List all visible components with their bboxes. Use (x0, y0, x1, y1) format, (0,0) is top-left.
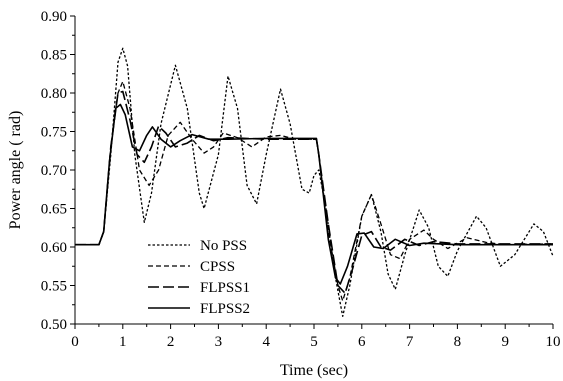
series-line-flpss2 (75, 103, 553, 285)
y-tick-label: 0.50 (41, 317, 67, 333)
plot-area: 0 1 2 3 4 5 6 7 8 9 10 0.50 0.55 0.60 0.65 0.70 0.75 0.80… (7, 9, 561, 379)
x-tick-label: 7 (406, 334, 414, 350)
y-tick-label: 0.75 (41, 125, 67, 141)
x-tick-label: 0 (71, 334, 79, 350)
x-axis-title: Time (sec) (280, 362, 348, 379)
y-tick-label: 0.80 (41, 86, 67, 102)
y-axis-title: Power angle ( rad) (7, 111, 24, 230)
y-tick-label: 0.70 (41, 163, 67, 179)
x-tick-label: 10 (546, 334, 561, 350)
x-tick-label: 3 (215, 334, 223, 350)
x-tick-label: 8 (454, 334, 462, 350)
x-tick-label: 6 (358, 334, 366, 350)
y-tick-label: 0.65 (41, 202, 67, 218)
legend-label: No PSS (200, 238, 247, 254)
y-tick-label: 0.60 (41, 240, 67, 256)
series-line-flpss1 (75, 90, 553, 294)
x-tick-label: 1 (119, 334, 127, 350)
series-line-cpss (75, 80, 554, 302)
x-tick-label: 2 (167, 334, 175, 350)
series-line-no-pss (75, 47, 554, 317)
y-tick-label: 0.85 (41, 48, 67, 64)
legend-label: FLPSS2 (200, 301, 250, 317)
legend-label: FLPSS1 (200, 280, 250, 296)
x-tick-label: 5 (310, 334, 318, 350)
x-tick-label: 9 (501, 334, 509, 350)
y-tick-label: 0.90 (41, 9, 67, 25)
y-tick-label: 0.55 (41, 279, 67, 295)
legend-label: CPSS (200, 259, 235, 275)
x-tick-label: 4 (262, 334, 270, 350)
